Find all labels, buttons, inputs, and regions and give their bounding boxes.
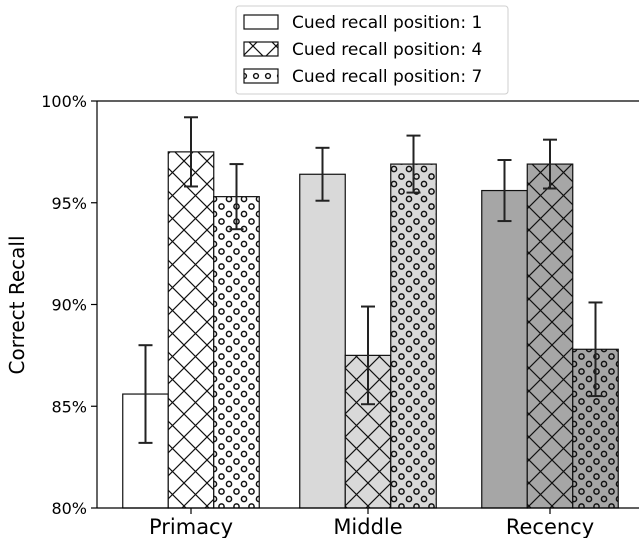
legend-label-7: Cued recall position: 7 [292, 67, 482, 87]
x-ticks-group: Primacy Middle Recency [149, 508, 594, 538]
legend-swatch-7 [243, 68, 279, 84]
x-tick-label-middle: Middle [333, 515, 402, 538]
legend: Cued recall position: 1 Cued recall posi… [235, 5, 509, 95]
y-tick-label: 95% [51, 194, 87, 213]
legend-frame [235, 5, 509, 95]
y-tick-label: 80% [51, 499, 87, 518]
legend-swatch-4 [243, 41, 279, 57]
x-tick-label-recency: Recency [506, 515, 594, 538]
bar-recency-pos-4 [526, 163, 574, 509]
legend-label-4: Cued recall position: 4 [292, 40, 482, 60]
bar-primacy-pos-7 [213, 196, 260, 509]
legend-swatch-1 [243, 14, 279, 30]
y-ticks-group: 80% 85% 90% 95% 100% [41, 92, 97, 518]
legend-label-1: Cued recall position: 1 [292, 13, 482, 33]
bar-primacy-pos-4 [167, 151, 215, 509]
error-bars-group [138, 116, 603, 444]
x-tick-label-primacy: Primacy [149, 515, 233, 538]
y-tick-label: 85% [51, 397, 87, 416]
y-tick-label: 90% [51, 296, 87, 315]
bar-middle-pos-7 [390, 163, 437, 509]
bar-recency-pos-1-fill [481, 190, 528, 509]
y-axis-title: Correct Recall [5, 235, 29, 374]
bars-group [122, 151, 619, 509]
bar-middle-pos-1-fill [299, 174, 346, 508]
y-tick-label: 100% [41, 92, 87, 111]
